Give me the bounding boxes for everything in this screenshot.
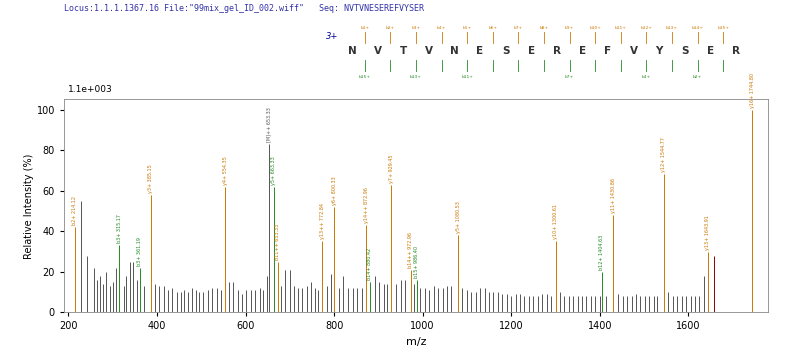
Text: b6+: b6+ (488, 26, 498, 30)
Text: y4+ 554.35: y4+ 554.35 (223, 156, 228, 185)
Text: V: V (425, 47, 433, 56)
Y-axis label: Relative Intensity (%): Relative Intensity (%) (24, 153, 34, 258)
Text: b9+: b9+ (565, 26, 574, 30)
Text: y11+ 1430.86: y11+ 1430.86 (611, 178, 616, 213)
Text: b14+ 880.42: b14+ 880.42 (367, 248, 372, 280)
Text: b2+ 214.12: b2+ 214.12 (72, 196, 77, 225)
Text: y5+ 1080.53: y5+ 1080.53 (456, 201, 461, 233)
Text: y3+ 385.15: y3+ 385.15 (148, 164, 154, 193)
Text: b7+: b7+ (514, 26, 523, 30)
Text: b2+: b2+ (386, 26, 395, 30)
Text: Y: Y (655, 47, 663, 56)
Text: b12+: b12+ (641, 26, 652, 30)
Text: b3+ 361.19: b3+ 361.19 (138, 237, 142, 266)
Text: 1.1e+003: 1.1e+003 (68, 85, 113, 94)
Text: b13+: b13+ (410, 75, 422, 78)
Text: R: R (732, 47, 740, 56)
Text: T: T (399, 47, 407, 56)
Text: [M]++ 653.33: [M]++ 653.33 (266, 107, 272, 142)
Text: b14++ 972.96: b14++ 972.96 (408, 232, 413, 268)
Text: y12+ 1544.77: y12+ 1544.77 (662, 137, 666, 173)
Text: b10+: b10+ (590, 26, 601, 30)
Text: b4+: b4+ (437, 26, 446, 30)
Text: V: V (374, 47, 382, 56)
Text: S: S (502, 47, 510, 56)
X-axis label: m/z: m/z (406, 337, 426, 347)
Text: y14++ 872.96: y14++ 872.96 (364, 187, 369, 223)
Text: b14+: b14+ (692, 26, 703, 30)
Text: V: V (630, 47, 638, 56)
Text: b15+: b15+ (358, 75, 370, 78)
Text: b13+: b13+ (666, 26, 678, 30)
Text: b11++ 653.33: b11++ 653.33 (275, 223, 280, 260)
Text: b12+ 1404.63: b12+ 1404.63 (599, 235, 604, 270)
Text: y13++ 772.84: y13++ 772.84 (319, 203, 325, 239)
Text: E: E (477, 47, 483, 56)
Text: y16+ 1744.80: y16+ 1744.80 (750, 72, 755, 108)
Text: N: N (348, 47, 356, 56)
Text: y7+ 929.45: y7+ 929.45 (389, 154, 394, 182)
Text: y13+ 1643.91: y13+ 1643.91 (706, 215, 710, 250)
Text: y6+ 800.33: y6+ 800.33 (332, 176, 337, 205)
Text: b4+: b4+ (642, 75, 651, 78)
Text: y10+ 1300.61: y10+ 1300.61 (554, 204, 558, 239)
Text: b11+: b11+ (615, 26, 626, 30)
Text: b3+: b3+ (411, 26, 421, 30)
Text: E: E (579, 47, 586, 56)
Text: b1+: b1+ (360, 26, 370, 30)
Text: b15+: b15+ (717, 26, 730, 30)
Text: b15+ 986.40: b15+ 986.40 (414, 246, 419, 278)
Text: E: E (528, 47, 534, 56)
Text: R: R (553, 47, 561, 56)
Text: F: F (605, 47, 611, 56)
Text: S: S (681, 47, 689, 56)
Text: 3+: 3+ (326, 32, 338, 41)
Text: b11+: b11+ (462, 75, 473, 78)
Text: N: N (450, 47, 458, 56)
Text: E: E (707, 47, 714, 56)
Text: b8+: b8+ (539, 26, 549, 30)
Text: y5+ 663.33: y5+ 663.33 (271, 156, 276, 185)
Text: b2+: b2+ (693, 75, 702, 78)
Text: b3+ 315.17: b3+ 315.17 (117, 214, 122, 244)
Text: b5+: b5+ (462, 26, 472, 30)
Text: Locus:1.1.1.1367.16 File:"99mix_gel_ID_002.wiff"   Seq: NVTVNESEREFVYSER: Locus:1.1.1.1367.16 File:"99mix_gel_ID_0… (64, 4, 424, 12)
Text: b7+: b7+ (565, 75, 574, 78)
